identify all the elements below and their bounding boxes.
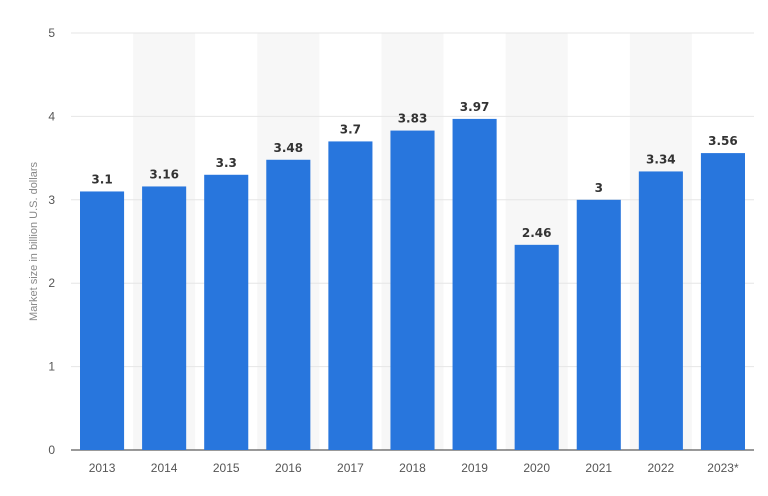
data-label: 3.56 xyxy=(708,134,738,148)
bar-2020[interactable] xyxy=(514,244,559,450)
x-tick-label: 2017 xyxy=(337,461,364,475)
bar-2018[interactable] xyxy=(390,130,435,450)
data-label: 3.7 xyxy=(340,122,361,136)
bar-2023*[interactable] xyxy=(700,153,745,450)
data-labels: 3.1 3.16 3.3 3.48 3.7 3.83 3.97 2.46 3 3.34 3.56 xyxy=(91,100,737,240)
data-label: 3.97 xyxy=(460,100,490,114)
bar-2013[interactable] xyxy=(80,191,125,450)
data-label: 3.1 xyxy=(91,172,112,186)
y-tick-label: 4 xyxy=(48,109,55,123)
data-label: 3.3 xyxy=(216,156,237,170)
x-tick-label: 2021 xyxy=(585,461,612,475)
x-tick-label: 2015 xyxy=(213,461,240,475)
x-tick-label: 2020 xyxy=(523,461,550,475)
x-tick-label: 2022 xyxy=(648,461,675,475)
data-label: 3.83 xyxy=(398,112,428,126)
data-label: 3 xyxy=(595,181,603,195)
x-tick-label: 2013 xyxy=(89,461,116,475)
bars xyxy=(80,118,745,451)
y-tick-label: 1 xyxy=(48,360,55,374)
x-tick-label: 2019 xyxy=(461,461,488,475)
y-tick-label: 0 xyxy=(48,443,55,457)
y-tick-label: 2 xyxy=(48,276,55,290)
bar-2022[interactable] xyxy=(638,171,683,450)
x-tick-label: 2023* xyxy=(707,461,739,475)
bar-2016[interactable] xyxy=(266,159,311,450)
bar-2015[interactable] xyxy=(204,174,249,450)
x-axis-ticks: 2013 2014 2015 2016 2017 2018 2019 2020 2021 2022… xyxy=(89,461,739,475)
data-label: 3.48 xyxy=(274,141,304,155)
x-tick-label: 2018 xyxy=(399,461,426,475)
bar-2019[interactable] xyxy=(452,118,497,450)
x-tick-label: 2014 xyxy=(151,461,178,475)
bar-2014[interactable] xyxy=(142,186,187,450)
bar-2021[interactable] xyxy=(576,199,621,450)
y-tick-label: 3 xyxy=(48,193,55,207)
y-tick-label: 5 xyxy=(48,26,55,40)
data-label: 3.34 xyxy=(646,152,676,166)
y-axis-ticks: 0 1 2 3 4 5 xyxy=(48,26,55,457)
data-label: 3.16 xyxy=(149,167,179,181)
x-tick-label: 2016 xyxy=(275,461,302,475)
data-label: 2.46 xyxy=(522,226,552,240)
bar-2017[interactable] xyxy=(328,141,373,451)
y-axis-title: Market size in billion U.S. dollars xyxy=(28,162,40,321)
